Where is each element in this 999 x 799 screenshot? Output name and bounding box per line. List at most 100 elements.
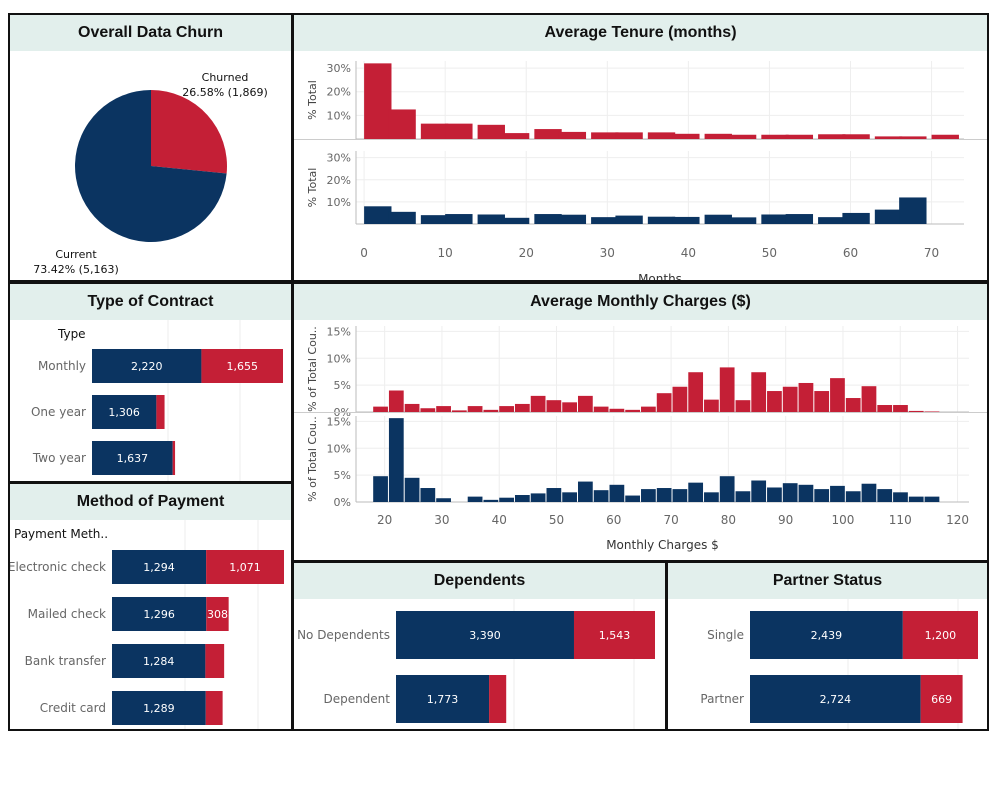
x-axis-title: Months <box>638 272 682 280</box>
bar-churned <box>436 406 451 412</box>
bar-churned <box>845 398 861 412</box>
bar-current <box>615 215 643 224</box>
pie-value-churned: 26.58% (1,869) <box>182 86 268 99</box>
bar-current <box>112 550 207 584</box>
x-tick-label: 30 <box>600 246 615 260</box>
bar-churned <box>205 691 223 725</box>
category-label: Single <box>707 628 744 642</box>
bar-current <box>877 489 893 502</box>
bar-label-churned: 1,655 <box>226 360 258 373</box>
bar-current <box>92 441 173 475</box>
row-header: Type <box>57 327 86 341</box>
bar-churned <box>761 134 789 139</box>
y-tick-label: 15% <box>327 325 351 338</box>
bar-label-churned: 1,071 <box>229 561 261 574</box>
x-tick-label: 60 <box>843 246 858 260</box>
bar-current <box>436 498 451 502</box>
category-label: Electronic check <box>10 560 106 574</box>
bar-churned <box>593 406 609 412</box>
bar-current <box>830 485 845 502</box>
bar-current <box>750 611 903 659</box>
bar-current <box>499 497 514 502</box>
x-tick-label: 0 <box>360 246 368 260</box>
bar-current <box>501 217 530 224</box>
bar-churned <box>728 134 757 139</box>
bar-churned <box>420 408 436 412</box>
bar-churned <box>902 611 978 659</box>
bar-current <box>396 675 490 723</box>
pie-value-current: 73.42% (5,163) <box>33 263 119 276</box>
bar-churned <box>591 132 619 139</box>
bar-current <box>688 482 704 502</box>
category-label: No Dependents <box>297 628 390 642</box>
bar-current <box>396 611 574 659</box>
bar-label-current: 1,294 <box>143 561 175 574</box>
bar-current <box>477 214 505 224</box>
bar-current <box>782 483 798 502</box>
bar-current <box>467 496 483 502</box>
bar-churned <box>877 405 893 412</box>
bar-current <box>704 214 732 224</box>
bar-churned <box>672 133 700 139</box>
bar-label-churned: 1,200 <box>925 629 957 642</box>
bar-current <box>92 395 157 429</box>
y-tick-label: 20% <box>327 86 351 99</box>
bar-churned <box>719 367 735 412</box>
bar-current <box>767 487 782 502</box>
bar-churned <box>489 675 507 723</box>
bar-churned <box>205 644 225 678</box>
bar-current <box>656 488 672 502</box>
bar-current <box>420 215 449 224</box>
bar-churned <box>893 405 908 412</box>
bar-churned <box>704 399 719 412</box>
bar-churned <box>751 372 767 412</box>
bar-churned <box>501 133 530 139</box>
bar-churned <box>814 391 830 412</box>
category-label: One year <box>31 405 86 419</box>
charges-panel: Average Monthly Charges ($) 0% 5% 10% 15% % … <box>292 282 989 562</box>
bar-label-current: 1,284 <box>143 655 175 668</box>
bar-churned <box>404 403 420 412</box>
payment-title: Method of Payment <box>10 484 291 520</box>
category-label: Monthly <box>38 359 86 373</box>
bar-current <box>672 489 688 502</box>
bar-current <box>893 492 908 502</box>
bar-churned <box>445 123 473 139</box>
bar-churned <box>388 390 404 412</box>
charges-histogram: 0%5%10%15%% of Total Cou..0%5%10%15%% of… <box>294 325 987 552</box>
partner-bar-chart: Single 2,439 1,200 Partner 2,724 669 <box>700 599 978 729</box>
bar-churned <box>562 402 577 412</box>
bar-churned <box>534 129 562 139</box>
y-tick-label: 20% <box>327 174 351 187</box>
bar-churned <box>483 409 499 412</box>
bar-churned <box>704 133 732 139</box>
bar-label-current: 1,296 <box>143 608 175 621</box>
bar-churned <box>767 391 782 412</box>
bar-churned <box>558 131 587 139</box>
bar-churned <box>830 378 845 412</box>
bar-label-current: 1,306 <box>108 406 140 419</box>
y-tick-label: 30% <box>327 152 351 165</box>
bar-label-churned: 1,543 <box>599 629 631 642</box>
bar-churned <box>647 132 676 139</box>
category-label: Two year <box>32 451 86 465</box>
bar-churned <box>842 134 870 139</box>
pie-slice-current <box>74 90 227 243</box>
y-tick-label: 5% <box>334 469 351 482</box>
x-tick-label: 100 <box>832 513 855 527</box>
bar-current <box>704 492 719 502</box>
x-tick-label: 60 <box>606 513 621 527</box>
dependents-panel: Dependents No Dependents 3,390 1,543 Depend… <box>292 561 667 731</box>
bar-churned <box>577 395 593 412</box>
bar-label-current: 2,724 <box>820 693 852 706</box>
bar-label-churned: 669 <box>931 693 952 706</box>
bar-current <box>818 217 846 224</box>
bar-current <box>641 489 656 502</box>
bar-churned <box>477 124 505 139</box>
category-label: Credit card <box>40 701 106 715</box>
y-tick-label: 10% <box>327 442 351 455</box>
x-tick-label: 110 <box>889 513 912 527</box>
bar-churned <box>798 382 814 412</box>
bar-current <box>647 216 676 224</box>
bar-churned <box>206 597 229 631</box>
